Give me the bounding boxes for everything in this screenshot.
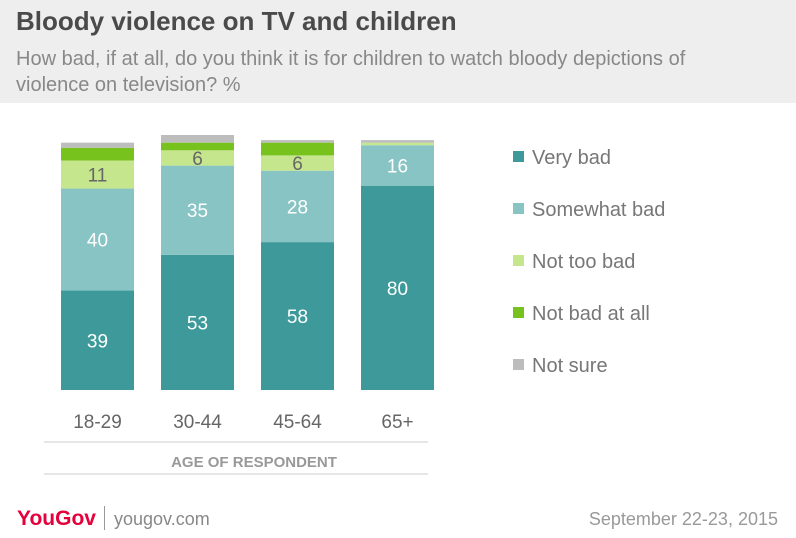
x-tick-label: 18-29 bbox=[73, 412, 122, 433]
data-label: 16 bbox=[387, 157, 408, 178]
x-tick-label: 45-64 bbox=[273, 412, 322, 433]
chart-subtitle: How bad, if at all, do you think it is f… bbox=[16, 48, 686, 96]
data-label: 11 bbox=[88, 166, 108, 187]
legend-label: Not sure bbox=[532, 355, 608, 377]
bar-segment bbox=[261, 242, 334, 390]
bar-segment bbox=[61, 188, 134, 291]
bar-segment bbox=[361, 186, 434, 390]
legend-swatch bbox=[513, 151, 524, 162]
x-tick-label: 30-44 bbox=[173, 412, 222, 433]
x-tick-label: 65+ bbox=[381, 412, 413, 433]
legend-swatch bbox=[513, 203, 524, 214]
bar-segment bbox=[261, 140, 334, 143]
legend-label: Not too bad bbox=[532, 251, 635, 273]
data-label: 35 bbox=[187, 201, 208, 222]
footer-divider bbox=[104, 506, 105, 530]
bar-segment bbox=[361, 145, 434, 186]
data-label: 58 bbox=[287, 307, 308, 328]
data-label: 6 bbox=[192, 149, 203, 170]
bar-segment bbox=[261, 170, 334, 243]
data-label: 53 bbox=[187, 313, 208, 334]
stacked-bar-chart: 39 40 11 18-29 53 35 6 30-44 58 28 6 45-64 80 16 65+ AG… bbox=[44, 135, 665, 475]
legend-swatch bbox=[513, 255, 524, 266]
data-label: 6 bbox=[292, 154, 303, 175]
legend-swatch bbox=[513, 359, 524, 370]
bar-segment bbox=[61, 160, 134, 189]
bar-segment bbox=[261, 142, 334, 156]
chart-header: Bloody violence on TV and children How b… bbox=[0, 0, 796, 103]
bar-segment bbox=[61, 142, 134, 148]
data-label: 40 bbox=[87, 231, 108, 252]
legend-label: Somewhat bad bbox=[532, 199, 665, 221]
bar-segment bbox=[161, 254, 234, 390]
yougov-logo: YouGov bbox=[17, 507, 96, 530]
bar-segment bbox=[61, 147, 134, 161]
bar-segment bbox=[161, 150, 234, 166]
data-label: 28 bbox=[287, 197, 308, 218]
legend-swatch bbox=[513, 307, 524, 318]
survey-date: September 22-23, 2015 bbox=[588, 509, 778, 529]
legend-label: Very bad bbox=[532, 147, 611, 169]
data-label: 39 bbox=[87, 331, 108, 352]
bar-segment bbox=[361, 142, 434, 146]
bar-segment bbox=[161, 165, 234, 255]
legend-label: Not bad at all bbox=[532, 303, 650, 325]
footer-url[interactable]: yougov.com bbox=[114, 509, 210, 529]
bar-segment bbox=[361, 140, 434, 143]
bar-segment bbox=[261, 155, 334, 171]
bar-segment bbox=[161, 135, 234, 143]
x-axis-title: AGE OF RESPONDENT bbox=[171, 454, 337, 471]
data-label: 80 bbox=[387, 279, 408, 300]
chart-title: Bloody violence on TV and children bbox=[16, 6, 457, 36]
bar-segment bbox=[61, 290, 134, 390]
bar-segment bbox=[161, 142, 234, 151]
